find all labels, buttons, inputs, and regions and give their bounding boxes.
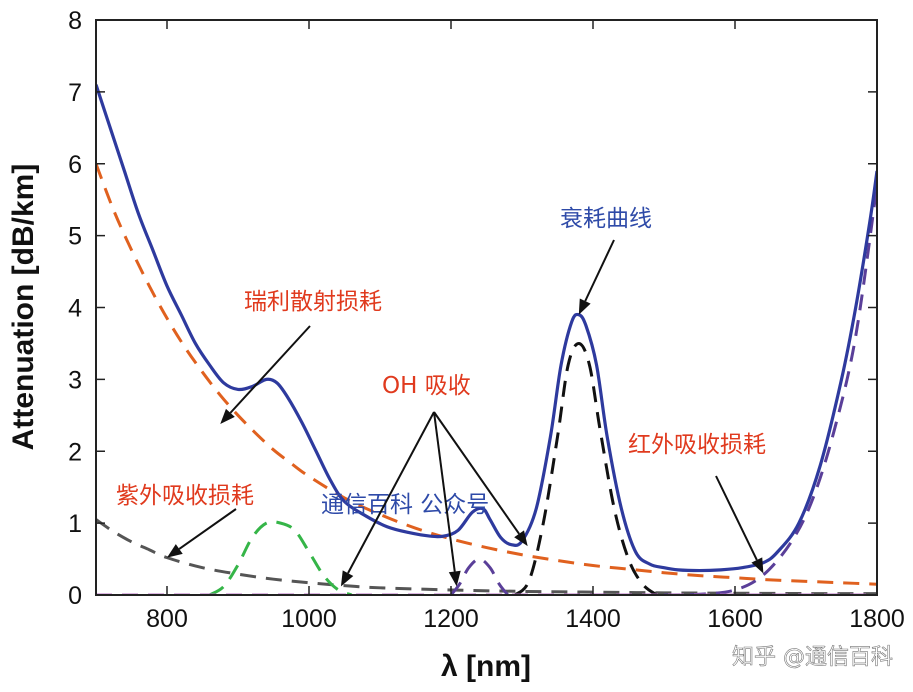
arrow-oh-1380	[433, 411, 528, 547]
y-tick-label: 1	[68, 510, 82, 538]
series-0-line	[96, 84, 877, 573]
annotation-infrared: 红外吸收损耗	[628, 432, 766, 458]
tick-layer: 800 1000 1200 1400 1600 1800 0 1 2 3 4 5 6 7 8	[68, 7, 905, 633]
annotation-attenuation-curve: 衰耗曲线	[560, 206, 652, 232]
arrow-layer	[167, 239, 764, 587]
series-2-line	[96, 518, 877, 595]
annotation-rayleigh: 瑞利散射损耗	[244, 289, 382, 315]
y-tick-label: 7	[68, 79, 82, 107]
y-axis-title: Attenuation [dB/km]	[7, 164, 40, 451]
series-1-line	[96, 163, 877, 586]
arrow-rayleigh	[220, 325, 311, 424]
arrow-oh-1240	[433, 411, 461, 587]
x-tick-label: 1400	[565, 605, 621, 633]
annotation-oh: OH 吸收	[382, 373, 471, 399]
y-tick-label: 3	[68, 366, 82, 394]
x-tick-label: 800	[146, 605, 188, 633]
y-tick-label: 8	[68, 7, 82, 35]
series-layer	[96, 84, 877, 595]
x-axis-title: λ [nm]	[441, 650, 531, 683]
series-4-line	[449, 557, 509, 595]
annotation-ultraviolet: 紫外吸收损耗	[116, 483, 254, 509]
arrow-infrared	[715, 475, 764, 574]
y-tick-label: 4	[68, 295, 82, 323]
x-tick-label: 1800	[849, 605, 905, 633]
x-tick-label: 1200	[423, 605, 479, 633]
annotation-source: 通信百科 公众号	[321, 492, 489, 518]
arrow-ultraviolet	[167, 508, 237, 558]
watermark: 知乎 @通信百科	[732, 645, 893, 670]
series-3-line	[208, 520, 353, 595]
series-5-line	[513, 341, 658, 595]
y-tick-label: 2	[68, 438, 82, 466]
y-tick-label: 6	[68, 151, 82, 179]
arrow-attenuation-curve	[578, 239, 615, 315]
y-tick-label: 0	[68, 582, 82, 610]
x-tick-label: 1000	[281, 605, 337, 633]
series-6-line	[663, 185, 877, 595]
x-tick-label: 1600	[707, 605, 763, 633]
arrow-oh-950	[340, 411, 435, 587]
y-tick-label: 5	[68, 223, 82, 251]
